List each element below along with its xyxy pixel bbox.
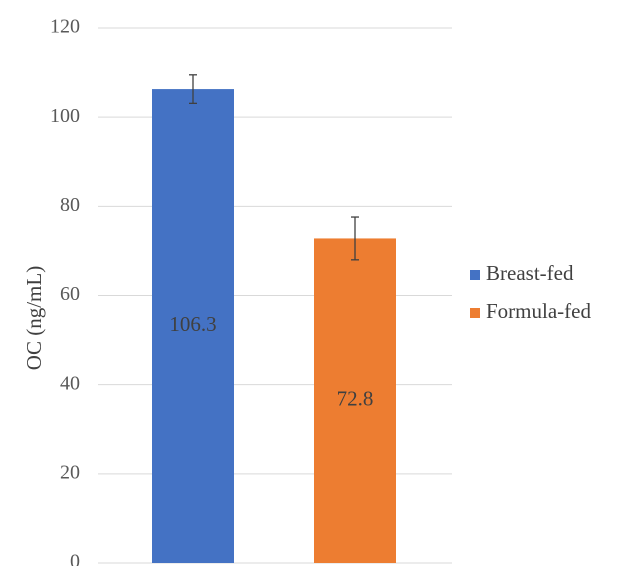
error-bar (351, 216, 359, 261)
legend-label: Formula-fed (486, 299, 591, 323)
y-tick-label: 20 (60, 461, 80, 483)
bar-breast-fed (152, 89, 234, 564)
bar-formula-fed (314, 238, 396, 563)
bars (152, 89, 396, 564)
error-bar (189, 74, 197, 104)
y-tick-label: 100 (50, 105, 80, 127)
gridlines (98, 27, 452, 564)
error-bars (189, 74, 359, 261)
data-labels: 106.3 72.8 (169, 312, 373, 411)
y-axis-ticks: 0 20 40 60 80 100 120 (50, 16, 80, 566)
legend-swatch (470, 308, 480, 318)
y-axis-label: OC (ng/mL) (22, 266, 46, 370)
legend: Breast-fed Formula-fed (470, 261, 591, 323)
y-tick-label: 40 (60, 372, 80, 394)
data-label: 72.8 (337, 387, 374, 411)
legend-item: Formula-fed (470, 299, 591, 323)
legend-label: Breast-fed (486, 261, 574, 285)
y-tick-label: 120 (50, 16, 80, 38)
legend-swatch (470, 270, 480, 280)
legend-item: Breast-fed (470, 261, 574, 285)
y-tick-label: 80 (60, 194, 80, 216)
y-tick-label: 0 (70, 551, 80, 566)
y-tick-label: 60 (60, 283, 80, 305)
data-label: 106.3 (169, 312, 216, 336)
